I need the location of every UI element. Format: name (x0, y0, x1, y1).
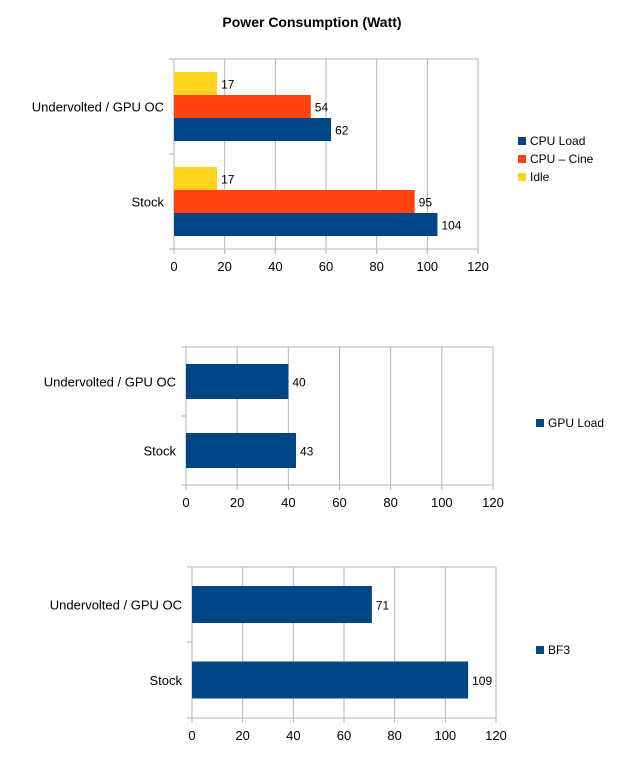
category-label: Undervolted / GPU OC (32, 100, 164, 115)
x-tick-label: 100 (434, 728, 456, 743)
x-tick-label: 60 (332, 495, 346, 510)
category-label: Stock (143, 444, 176, 459)
x-tick-label: 80 (383, 495, 397, 510)
x-tick-label: 100 (431, 495, 453, 510)
data-label: 71 (376, 599, 390, 613)
data-label: 62 (335, 124, 349, 138)
bar (174, 72, 218, 95)
data-label: 104 (441, 219, 461, 233)
category-label: Undervolted / GPU OC (50, 598, 182, 613)
x-tick-label: 0 (188, 728, 195, 743)
x-tick-label: 80 (369, 259, 383, 274)
legend-label: Idle (530, 170, 550, 184)
x-tick-label: 40 (268, 259, 282, 274)
legend-swatch (518, 173, 526, 181)
category-label: Undervolted / GPU OC (44, 375, 176, 390)
data-label: 95 (419, 196, 433, 210)
bar (174, 213, 438, 236)
data-label: 43 (300, 445, 314, 459)
x-tick-label: 40 (281, 495, 295, 510)
bar (192, 586, 372, 623)
x-tick-label: 40 (286, 728, 300, 743)
data-label: 17 (221, 173, 235, 187)
chart-3: 0 20 40 60 80 100 120 Undervolted / GPU OC 71 Sto… (50, 566, 570, 743)
x-tick-label: 120 (482, 495, 504, 510)
category-label: Stock (149, 673, 182, 688)
x-tick-label: 80 (387, 728, 401, 743)
chart-2: 0 20 40 60 80 100 120 Undervolted / GPU OC 40 Sto… (44, 346, 604, 510)
legend-label: GPU Load (548, 416, 604, 430)
legend-swatch (518, 155, 526, 163)
x-tick-label: 60 (319, 259, 333, 274)
chart-1: 0 20 40 60 80 100 120 Undervolted / GPU OC 62 54 1… (32, 58, 594, 274)
bar (174, 118, 332, 141)
bar (192, 661, 469, 699)
chart-title: Power Consumption (Watt) (222, 14, 402, 30)
legend-label: CPU – Cine (530, 152, 594, 166)
data-label: 40 (292, 376, 306, 390)
category-label: Stock (131, 195, 164, 210)
x-tick-label: 0 (170, 259, 177, 274)
x-tick-label: 100 (416, 259, 438, 274)
legend-label: BF3 (548, 643, 570, 657)
x-tick-label: 20 (235, 728, 249, 743)
legend-swatch (536, 646, 544, 654)
x-tick-label: 120 (485, 728, 507, 743)
data-label: 17 (221, 78, 235, 92)
legend-swatch (518, 137, 526, 145)
x-tick-label: 20 (230, 495, 244, 510)
bar (186, 364, 289, 399)
bar (174, 190, 415, 213)
x-tick-label: 120 (467, 259, 489, 274)
bar (186, 433, 297, 468)
data-label: 109 (472, 674, 492, 688)
legend-swatch (536, 419, 544, 427)
x-tick-label: 60 (337, 728, 351, 743)
data-label: 54 (315, 101, 329, 115)
bar (174, 167, 218, 190)
x-tick-label: 0 (182, 495, 189, 510)
x-tick-label: 20 (217, 259, 231, 274)
bar (174, 95, 311, 118)
legend-label: CPU Load (530, 134, 585, 148)
